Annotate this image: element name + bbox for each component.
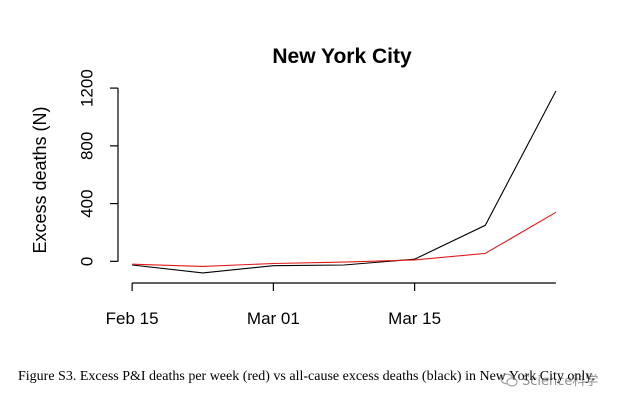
figure-caption: Figure S3. Excess P&I deaths per week (r… (18, 369, 595, 384)
series-line-all-cause (132, 90, 557, 274)
x-tick-label: Feb 15 (106, 309, 159, 328)
x-tick-label: Mar 01 (247, 309, 300, 328)
watermark-text: Science科学 (522, 374, 599, 389)
wechat-icon (500, 373, 518, 387)
watermark: Science科学 (500, 370, 598, 389)
chart: New York City Excess deaths (N) 0 400 800 1… (30, 45, 557, 328)
y-tick-label: 400 (77, 189, 96, 217)
x-tick-label: Mar 15 (388, 309, 441, 328)
axes: 0 400 800 1200 Feb 15 Mar 01 Mar 15 (77, 69, 556, 328)
chart-title: New York City (272, 45, 412, 68)
y-tick-label: 1200 (77, 69, 96, 107)
series-layer (132, 90, 557, 274)
y-tick-label: 800 (77, 132, 96, 160)
series-line-pi (132, 211, 557, 267)
y-tick-label: 0 (77, 257, 96, 266)
y-axis-label: Excess deaths (N) (30, 106, 50, 253)
